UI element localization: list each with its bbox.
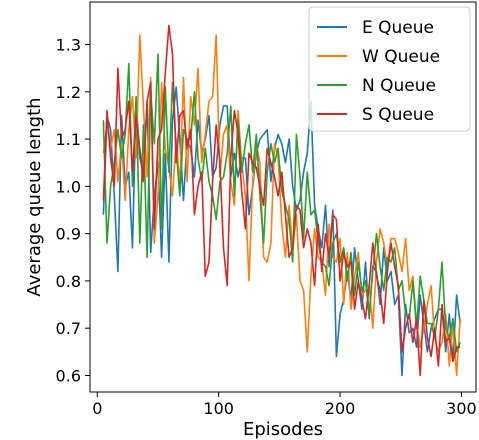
- x-tick-label: 0: [92, 399, 102, 418]
- y-tick-label: 0.7: [56, 319, 81, 338]
- series-line-n-queue: [102, 53, 461, 353]
- y-tick-label: 1.2: [56, 83, 81, 102]
- x-axis-title: Episodes: [243, 419, 323, 440]
- x-tick-label: 100: [203, 399, 234, 418]
- legend-label: E Queue: [362, 18, 434, 38]
- series-line-e-queue: [102, 86, 461, 377]
- y-tick-label: 1.1: [56, 130, 81, 149]
- legend-label: S Queue: [362, 105, 434, 125]
- y-tick-label: 1.0: [56, 177, 81, 196]
- y-tick-label: 0.9: [56, 225, 81, 244]
- plot-frame: [89, 1, 477, 393]
- legend: E Queue W Queue N Queue S Queue: [308, 6, 471, 132]
- legend-box: [308, 6, 471, 132]
- y-tick-label: 1.3: [56, 36, 81, 55]
- series-line-s-queue: [102, 24, 461, 377]
- x-tick-label: 200: [325, 399, 356, 418]
- x-axis-ticks: 0 100 200 300: [92, 392, 477, 418]
- y-tick-label: 0.6: [56, 366, 81, 385]
- x-tick-label: 300: [446, 399, 477, 418]
- y-axis-title: Average queue length: [24, 97, 45, 296]
- y-axis-ticks: 0.6 0.7 0.8 0.9 1.0 1.1 1.2 1.3: [56, 36, 90, 385]
- legend-label: N Queue: [362, 76, 436, 96]
- y-tick-label: 0.8: [56, 272, 81, 291]
- legend-label: W Queue: [362, 47, 440, 67]
- series-layer: [102, 24, 461, 377]
